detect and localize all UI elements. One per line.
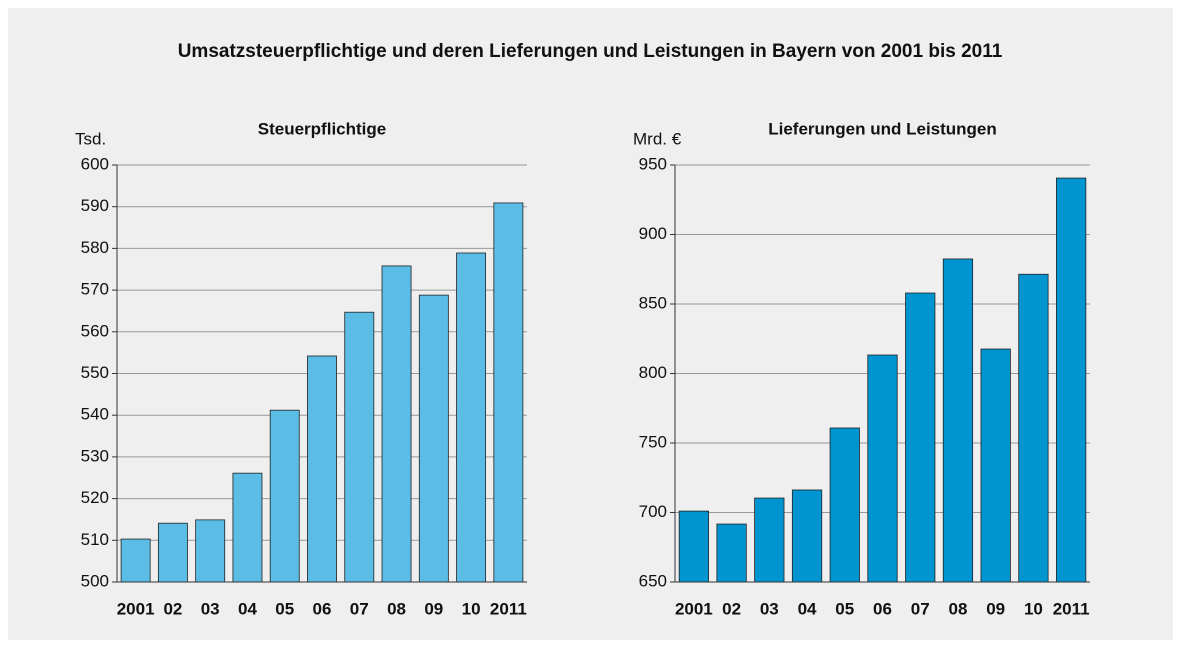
bar <box>195 519 226 583</box>
subplot-title: Lieferungen und Leistungen <box>768 119 997 138</box>
y-tick-label: 510 <box>81 530 109 549</box>
x-tick-label: 03 <box>760 599 779 618</box>
bar <box>418 294 449 583</box>
x-tick-label: 05 <box>275 599 294 618</box>
x-tick-label: 02 <box>722 599 741 618</box>
x-tick-label: 2011 <box>1053 599 1090 618</box>
bar <box>307 355 337 583</box>
y-tick-label: 560 <box>81 321 109 340</box>
bar <box>157 522 188 583</box>
bar <box>456 252 487 583</box>
y-tick-label: 750 <box>639 432 667 451</box>
subplot-title: Steuerpflichtige <box>258 119 386 138</box>
y-axis-label: Tsd. <box>75 129 106 148</box>
y-axis-label: Mrd. € <box>633 129 682 148</box>
bar <box>678 510 709 583</box>
x-tick-label: 03 <box>201 599 220 618</box>
bar <box>791 489 823 583</box>
x-tick-label: 06 <box>873 599 892 618</box>
x-tick-label: 06 <box>313 599 332 618</box>
x-tick-label: 07 <box>350 599 369 618</box>
x-tick-label: 04 <box>238 599 257 618</box>
y-tick-label: 580 <box>81 238 109 257</box>
y-tick-label: 550 <box>81 363 109 382</box>
bar <box>829 427 860 583</box>
x-tick-label: 02 <box>163 599 182 618</box>
x-tick-label: 2001 <box>117 599 155 618</box>
y-tick-label: 850 <box>639 293 667 312</box>
bar <box>344 311 375 583</box>
bar <box>754 497 785 583</box>
bar <box>980 348 1011 583</box>
x-tick-label: 05 <box>835 599 854 618</box>
y-tick-label: 570 <box>81 280 109 299</box>
y-tick-label: 590 <box>81 196 109 215</box>
x-tick-label: 09 <box>424 599 443 618</box>
bar <box>232 472 263 583</box>
y-tick-label: 500 <box>81 571 109 590</box>
x-tick-label: 10 <box>1024 599 1043 618</box>
y-tick-label: 530 <box>81 446 109 465</box>
y-tick-label: 800 <box>639 363 667 382</box>
y-tick-label: 540 <box>81 405 109 424</box>
x-tick-label: 09 <box>986 599 1005 618</box>
bar <box>1056 177 1087 583</box>
x-tick-label: 10 <box>462 599 481 618</box>
bar <box>120 538 151 583</box>
y-tick-label: 700 <box>639 502 667 521</box>
bar <box>493 202 524 583</box>
bar <box>716 523 747 583</box>
x-tick-label: 2001 <box>675 599 713 618</box>
x-tick-label: 08 <box>948 599 967 618</box>
x-tick-label: 04 <box>798 599 817 618</box>
y-tick-label: 900 <box>639 224 667 243</box>
x-tick-label: 08 <box>387 599 406 618</box>
chart-title: Umsatzsteuerpflichtige und deren Lieferu… <box>178 41 1003 62</box>
bar <box>269 409 300 583</box>
bar <box>381 265 412 583</box>
bar <box>1018 273 1049 583</box>
y-tick-label: 650 <box>639 571 667 590</box>
bar <box>905 292 936 583</box>
y-tick-label: 600 <box>81 154 109 173</box>
x-tick-label: 07 <box>911 599 930 618</box>
bar <box>942 258 974 583</box>
y-tick-label: 950 <box>639 154 667 173</box>
x-tick-label: 2011 <box>490 599 527 618</box>
y-tick-label: 520 <box>81 488 109 507</box>
bar <box>867 354 898 583</box>
